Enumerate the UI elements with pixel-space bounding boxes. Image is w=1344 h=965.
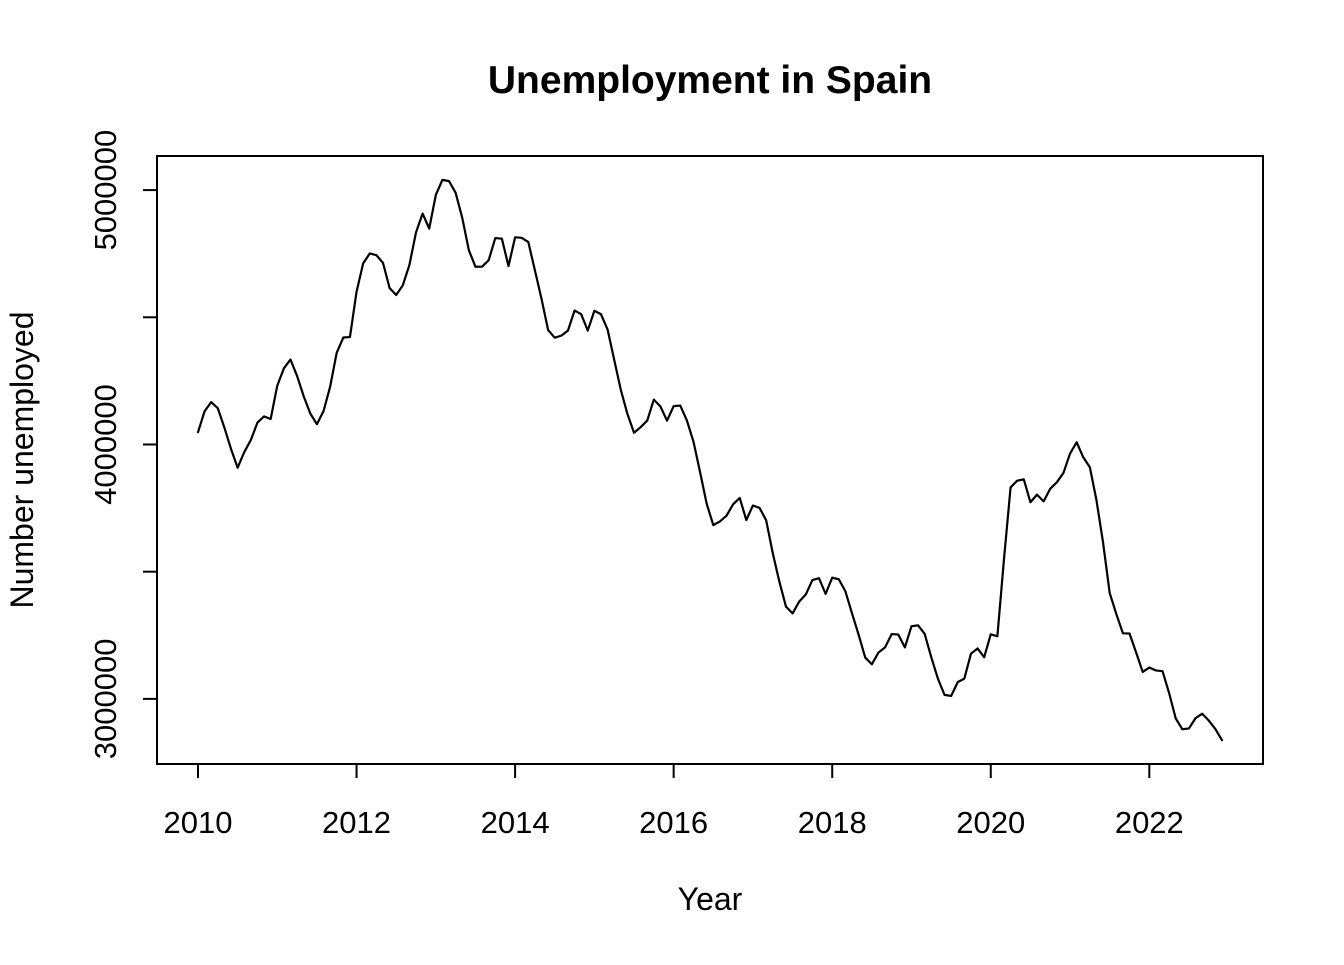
y-tick-label: 4000000 xyxy=(88,384,123,505)
plot-area xyxy=(156,155,1264,765)
x-tick-label: 2020 xyxy=(956,805,1025,840)
y-axis: 3000000 4000000 5000000 xyxy=(88,130,157,759)
data-line xyxy=(196,178,1224,742)
x-tick-label: 2014 xyxy=(481,805,550,840)
x-tick-label: 2018 xyxy=(798,805,867,840)
x-tick-label: 2016 xyxy=(639,805,708,840)
y-tick-label: 3000000 xyxy=(88,639,123,760)
x-tick-label: 2022 xyxy=(1115,805,1184,840)
x-axis-label: Year xyxy=(678,881,743,917)
x-axis: 2010 2012 2014 2016 2018 2020 2022 xyxy=(164,764,1184,840)
y-axis-label: Number unemployed xyxy=(4,311,40,608)
x-tick-label: 2012 xyxy=(322,805,391,840)
x-tick-label: 2010 xyxy=(164,805,233,840)
y-tick-label: 5000000 xyxy=(88,130,123,251)
chart-title: Unemployment in Spain xyxy=(488,59,932,102)
